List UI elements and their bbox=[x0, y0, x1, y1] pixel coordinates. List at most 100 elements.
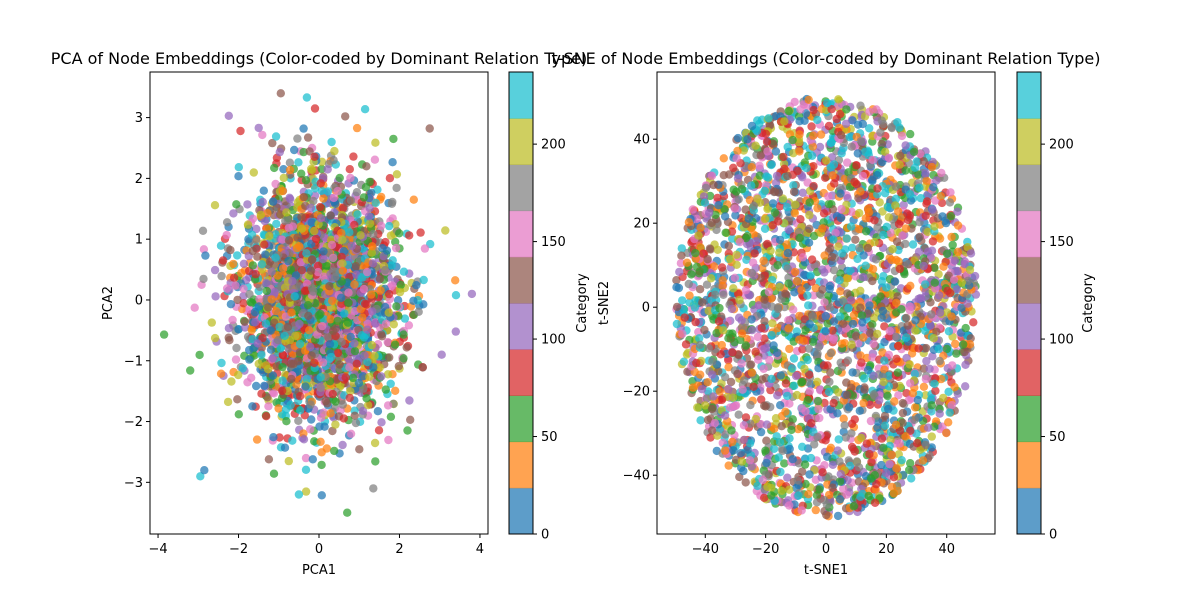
scatter-point bbox=[294, 416, 303, 425]
scatter-point bbox=[812, 491, 822, 500]
scatter-point bbox=[762, 436, 771, 445]
scatter-point bbox=[387, 199, 397, 208]
scatter-point bbox=[755, 161, 764, 170]
scatter-point bbox=[370, 438, 380, 448]
scatter-point bbox=[341, 112, 350, 121]
scatter-point bbox=[274, 404, 283, 413]
scatter-point bbox=[270, 288, 279, 297]
scatter-point bbox=[278, 376, 287, 385]
scatter-point bbox=[377, 372, 386, 381]
scatter-point bbox=[322, 444, 331, 453]
scatter-point bbox=[199, 274, 208, 284]
scatter-point bbox=[295, 392, 305, 401]
scatter-point bbox=[261, 250, 270, 259]
scatter-point bbox=[223, 397, 233, 407]
scatter-point bbox=[385, 174, 395, 183]
scatter-point bbox=[384, 435, 393, 445]
scatter-point bbox=[383, 337, 392, 347]
scatter-point bbox=[845, 133, 854, 142]
scatter-point bbox=[254, 359, 263, 368]
scatter-point bbox=[353, 210, 362, 219]
scatter-point bbox=[299, 435, 309, 444]
scatter-point bbox=[234, 370, 243, 380]
pca-x-label: PCA1 bbox=[302, 563, 336, 578]
scatter-point bbox=[396, 280, 405, 290]
y-tick-label: 3 bbox=[135, 111, 143, 126]
scatter-point bbox=[901, 239, 910, 249]
scatter-point bbox=[905, 302, 914, 311]
scatter-point bbox=[287, 308, 296, 317]
scatter-point bbox=[409, 296, 418, 305]
scatter-point bbox=[200, 466, 209, 475]
scatter-point bbox=[365, 372, 374, 382]
scatter-point bbox=[264, 402, 273, 411]
scatter-point bbox=[937, 198, 947, 208]
scatter-point bbox=[234, 325, 243, 334]
scatter-point bbox=[252, 235, 261, 245]
scatter-point bbox=[416, 228, 425, 237]
scatter-point bbox=[770, 424, 779, 433]
scatter-point bbox=[299, 192, 309, 202]
scatter-point bbox=[785, 399, 794, 408]
scatter-point bbox=[419, 275, 428, 285]
scatter-point bbox=[282, 208, 291, 217]
scatter-point bbox=[287, 374, 296, 384]
scatter-point bbox=[359, 284, 369, 294]
scatter-point bbox=[420, 244, 430, 253]
scatter-point bbox=[361, 183, 371, 192]
scatter-point bbox=[371, 457, 380, 466]
scatter-point bbox=[392, 170, 402, 179]
scatter-point bbox=[356, 231, 365, 240]
scatter-point bbox=[363, 401, 373, 410]
scatter-point bbox=[251, 318, 260, 327]
scatter-point bbox=[386, 231, 396, 240]
scatter-point bbox=[362, 300, 371, 309]
scatter-point bbox=[367, 248, 376, 257]
scatter-point bbox=[756, 427, 766, 437]
scatter-point bbox=[297, 224, 307, 233]
scatter-point bbox=[278, 264, 288, 273]
scatter-point bbox=[321, 396, 330, 406]
scatter-point bbox=[249, 168, 258, 177]
scatter-point bbox=[367, 290, 376, 299]
scatter-point bbox=[798, 442, 807, 451]
scatter-point bbox=[932, 327, 941, 336]
colorbar-segment bbox=[509, 441, 533, 489]
scatter-point bbox=[196, 472, 205, 481]
scatter-point bbox=[231, 355, 241, 364]
scatter-point bbox=[290, 292, 299, 301]
scatter-point bbox=[821, 173, 830, 182]
scatter-point bbox=[186, 366, 195, 375]
scatter-point bbox=[306, 342, 315, 352]
scatter-point bbox=[810, 231, 819, 241]
scatter-point bbox=[323, 165, 332, 174]
scatter-point bbox=[271, 179, 280, 189]
scatter-point bbox=[329, 326, 338, 336]
scatter-point bbox=[224, 324, 234, 333]
scatter-point bbox=[239, 259, 249, 268]
scatter-point bbox=[316, 202, 325, 212]
scatter-point bbox=[365, 203, 374, 213]
scatter-point bbox=[880, 411, 890, 421]
scatter-point bbox=[901, 224, 911, 233]
scatter-point bbox=[856, 286, 865, 295]
scatter-point bbox=[769, 444, 779, 453]
scatter-point bbox=[346, 173, 355, 183]
scatter-point bbox=[369, 484, 378, 493]
scatter-point bbox=[307, 415, 316, 424]
scatter-point bbox=[306, 266, 316, 275]
scatter-point bbox=[268, 371, 278, 380]
scatter-point bbox=[257, 350, 266, 359]
scatter-point bbox=[294, 158, 303, 167]
scatter-point bbox=[248, 402, 257, 411]
scatter-point bbox=[310, 152, 319, 161]
scatter-point bbox=[232, 343, 241, 353]
scatter-point bbox=[734, 410, 743, 419]
scatter-point bbox=[944, 327, 954, 336]
scatter-point bbox=[927, 407, 936, 416]
scatter-point bbox=[914, 170, 923, 179]
scatter-point bbox=[784, 225, 793, 234]
pca-title: PCA of Node Embeddings (Color-coded by D… bbox=[51, 49, 587, 68]
scatter-point bbox=[285, 193, 294, 202]
scatter-point bbox=[798, 173, 807, 182]
